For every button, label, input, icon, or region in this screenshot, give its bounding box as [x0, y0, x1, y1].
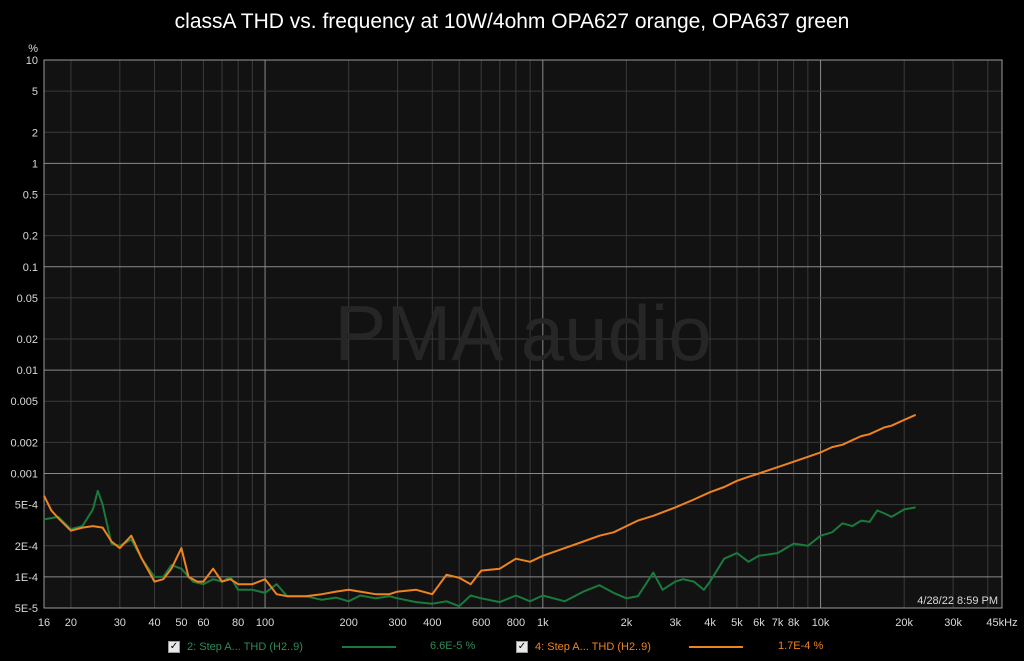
y-tick-label: 2E-4 — [15, 541, 38, 553]
y-tick-label: 5 — [32, 86, 38, 98]
x-tick-label: 200 — [339, 617, 357, 629]
legend: ✓ 2: Step A... THD (H2..9) 6.6E-5 % ✓ 4:… — [0, 636, 1024, 658]
y-tick-label: 1 — [32, 158, 38, 170]
x-tick-label: 400 — [423, 617, 441, 629]
x-tick-label: 20k — [895, 617, 913, 629]
y-tick-label: 5E-4 — [15, 500, 38, 512]
x-tick-label: 50 — [175, 617, 187, 629]
y-tick-label: 10 — [26, 55, 38, 67]
legend-value-orange: 1.7E-4 % — [778, 640, 824, 652]
legend-label-green: 2: Step A... THD (H2..9) — [187, 641, 303, 653]
y-tick-label: 0.05 — [17, 293, 38, 305]
x-tick-label: 2k — [621, 617, 633, 629]
x-tick-label: 5k — [731, 617, 743, 629]
legend-value-green: 6.6E-5 % — [430, 640, 476, 652]
x-tick-label: 100 — [256, 617, 274, 629]
x-tick-label: 8k — [788, 617, 800, 629]
legend-swatch-orange — [689, 646, 743, 648]
y-tick-label: 2 — [32, 127, 38, 139]
legend-swatch-green — [342, 646, 396, 648]
timestamp: 4/28/22 8:59 PM — [917, 595, 998, 607]
legend-checkbox-green[interactable]: ✓ — [168, 641, 180, 653]
series-line-orange — [43, 413, 917, 598]
y-tick-label: 5E-5 — [15, 603, 38, 615]
x-tick-label: 45kHz — [986, 617, 1017, 629]
y-tick-label: 0.1 — [23, 262, 38, 274]
axes: 16 20 30 40 50 60 80 100 200 300 400 600 800 1k 2k 3k 4k… — [10, 55, 1017, 629]
x-tick-label: 1k — [537, 617, 549, 629]
x-tick-label: 60 — [197, 617, 209, 629]
x-tick-label: 16 — [38, 617, 50, 629]
chart-title: classA THD vs. frequency at 10W/4ohm OPA… — [174, 10, 850, 33]
x-tick-label: 300 — [388, 617, 406, 629]
watermark: PMA audio — [334, 289, 711, 377]
x-tick-label: 600 — [472, 617, 490, 629]
legend-item-orange[interactable]: ✓ 4: Step A... THD (H2..9) — [516, 636, 651, 658]
y-tick-label: 0.002 — [10, 437, 38, 449]
x-tick-label: 10k — [812, 617, 830, 629]
x-tick-label: 3k — [670, 617, 682, 629]
x-tick-label: 80 — [232, 617, 244, 629]
y-tick-label: 0.01 — [17, 365, 38, 377]
x-tick-label: 800 — [507, 617, 525, 629]
y-tick-label: 1E-4 — [15, 572, 38, 584]
y-tick-label: 0.02 — [17, 334, 38, 346]
series-line-green — [43, 489, 916, 608]
legend-label-orange: 4: Step A... THD (H2..9) — [535, 641, 651, 653]
y-axis-unit: % — [28, 43, 38, 55]
x-tick-label: 4k — [704, 617, 716, 629]
x-tick-label: 7k — [772, 617, 784, 629]
x-tick-label: 40 — [148, 617, 160, 629]
x-tick-label: 20 — [65, 617, 77, 629]
legend-checkbox-orange[interactable]: ✓ — [516, 641, 528, 653]
x-tick-label: 30k — [944, 617, 962, 629]
y-tick-label: 0.005 — [10, 396, 38, 408]
y-tick-label: 0.2 — [23, 231, 38, 243]
grid — [43, 59, 1003, 609]
legend-item-green[interactable]: ✓ 2: Step A... THD (H2..9) — [168, 636, 303, 658]
series-lines — [43, 413, 917, 608]
x-tick-label: 6k — [753, 617, 765, 629]
plot-frame — [43, 59, 1003, 609]
x-tick-label: 30 — [114, 617, 126, 629]
y-tick-label: 0.5 — [23, 189, 38, 201]
y-tick-label: 0.001 — [10, 469, 38, 481]
